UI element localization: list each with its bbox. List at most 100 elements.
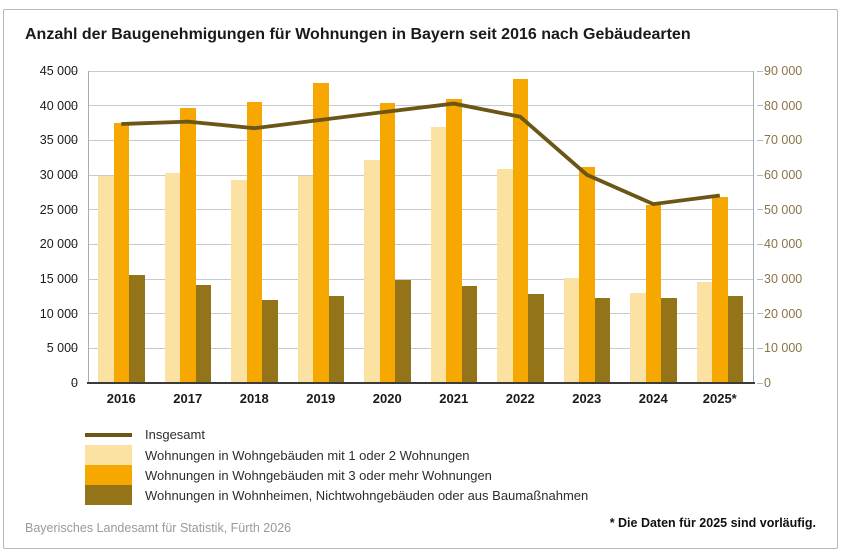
left-axis-tick — [71, 174, 77, 176]
x-axis-label: 2019 — [306, 391, 336, 406]
bar-0-2019 — [297, 176, 313, 383]
right-axis-tick — [757, 278, 763, 280]
bar-2-2018 — [262, 299, 278, 383]
gridline — [88, 347, 753, 349]
right-axis-tick — [757, 105, 763, 107]
legend-label-wohnheime: Wohnungen in Wohnheimen, Nichtwohngebäud… — [145, 488, 589, 503]
x-axis-label: 2025* — [702, 391, 737, 406]
legend-swatch-1-2-wohnungen — [85, 445, 132, 465]
bar-2-2019 — [328, 295, 344, 383]
right-axis-tick — [757, 313, 763, 315]
gridline — [88, 278, 753, 280]
right-axis-tick-label: 70 000 — [764, 133, 803, 148]
gridline — [88, 70, 753, 72]
bar-0-2024 — [630, 292, 646, 383]
left-axis-tick-label: 15 000 — [39, 272, 78, 286]
bar-0-2021 — [430, 127, 446, 383]
left-axis-tick-label: 5 000 — [46, 341, 78, 356]
bar-0-2020 — [364, 159, 380, 383]
right-axis-tick-label: 10 000 — [764, 341, 803, 356]
left-axis-line — [88, 71, 89, 383]
bar-2-2022 — [528, 293, 544, 383]
right-axis-tick-label: 90 000 — [764, 64, 803, 78]
left-axis-tick — [71, 105, 77, 107]
x-axis-line — [87, 382, 755, 385]
insgesamt-polyline — [121, 101, 721, 207]
bar-2-2025 — [727, 296, 743, 383]
legend-swatch-3-mehr-wohnungen — [85, 465, 132, 485]
right-axis-line — [753, 71, 754, 383]
x-axis-label: 2021 — [439, 391, 469, 406]
legend-label-insgesamt: Insgesamt — [145, 427, 205, 442]
bar-2-2024 — [661, 297, 677, 383]
right-axis-tick — [757, 139, 763, 141]
legend-label-3-mehr-wohnungen: Wohnungen in Wohngebäuden mit 3 oder meh… — [145, 468, 492, 483]
bar-0-2023 — [563, 278, 579, 383]
x-axis-label: 2022 — [505, 391, 535, 406]
left-axis-tick — [71, 243, 77, 245]
insgesamt-line — [121, 101, 721, 207]
x-axis-label: 2017 — [173, 391, 203, 406]
chart-title: Anzahl der Baugenehmigungen für Wohnunge… — [25, 26, 691, 43]
right-axis-tick — [757, 347, 763, 349]
gridline — [88, 209, 753, 211]
left-axis-tick — [71, 347, 77, 349]
left-axis-tick — [71, 139, 77, 141]
left-axis-tick — [71, 209, 77, 211]
left-axis-tick-label: 20 000 — [39, 237, 78, 252]
source-note: Bayerisches Landesamt für Statistik, Für… — [25, 521, 292, 535]
right-axis-tick-label: 80 000 — [764, 98, 803, 113]
left-axis-tick-label: 10 000 — [39, 306, 78, 321]
right-axis-tick-label: 20 000 — [764, 306, 803, 321]
footnote: * Die Daten für 2025 sind vorläufig. — [609, 516, 816, 530]
x-axis-label: 2018 — [239, 391, 269, 406]
bar-1-2024 — [645, 204, 661, 383]
bar-2-2023 — [594, 297, 610, 383]
bar-1-2021 — [446, 99, 462, 383]
left-axis-tick — [71, 278, 77, 280]
right-axis-tick-label: 30 000 — [764, 272, 803, 286]
left-axis-tick — [71, 382, 77, 384]
bar-0-2018 — [231, 179, 247, 383]
gridline — [88, 139, 753, 141]
right-axis-tick — [757, 209, 763, 211]
bar-1-2025 — [712, 197, 728, 383]
right-axis-tick — [757, 243, 763, 245]
gridline — [88, 174, 753, 176]
bar-0-2017 — [164, 172, 180, 383]
left-axis-tick-label: 0 — [71, 376, 78, 390]
right-axis-tick-label: 50 000 — [764, 202, 803, 217]
bar-0-2022 — [497, 169, 513, 383]
bar-2-2017 — [195, 284, 211, 383]
left-axis-tick-label: 40 000 — [39, 98, 78, 113]
gridline — [88, 313, 753, 315]
legend-label-1-2-wohnungen: Wohnungen in Wohngebäuden mit 1 oder 2 W… — [145, 448, 470, 463]
bar-1-2019 — [313, 82, 329, 383]
right-axis-tick-label: 40 000 — [764, 237, 803, 252]
bar-2-2020 — [395, 279, 411, 383]
left-axis-tick-label: 30 000 — [39, 168, 78, 182]
bar-0-2016 — [98, 175, 114, 383]
gridline — [88, 105, 753, 107]
bar-1-2018 — [246, 102, 262, 383]
right-axis-tick-label: 0 — [764, 376, 771, 390]
left-axis-tick-label: 25 000 — [39, 202, 78, 217]
x-axis-label: 2016 — [106, 391, 136, 406]
bar-1-2022 — [512, 79, 528, 383]
right-axis-tick-label: 60 000 — [764, 168, 803, 182]
right-axis-tick — [757, 174, 763, 176]
right-axis-tick — [757, 70, 763, 72]
right-axis-tick — [757, 382, 763, 384]
left-axis-tick-label: 45 000 — [39, 64, 78, 78]
bar-2-2021 — [461, 285, 477, 383]
bar-1-2020 — [379, 102, 395, 383]
bar-0-2025 — [696, 282, 712, 383]
bar-1-2017 — [180, 107, 196, 383]
bar-1-2023 — [579, 167, 595, 383]
left-axis-tick — [71, 70, 77, 72]
legend-swatch-wohnheime — [85, 485, 132, 505]
legend-swatch-insgesamt-line — [85, 433, 132, 437]
left-axis-tick-label: 35 000 — [39, 133, 78, 148]
